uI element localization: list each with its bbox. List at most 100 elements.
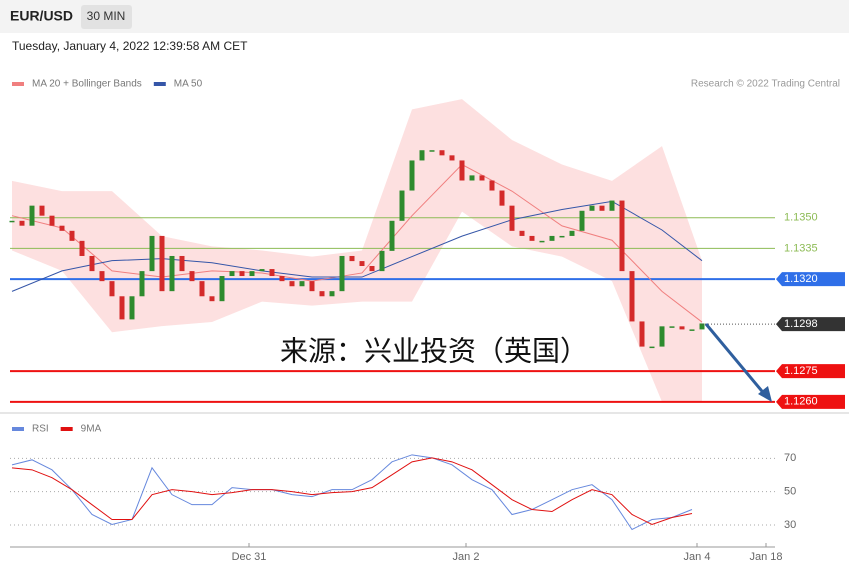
level-label: 1.1320	[784, 273, 818, 285]
candle	[359, 261, 365, 266]
candle	[89, 255, 95, 272]
line-series	[11, 454, 693, 531]
candle	[649, 346, 655, 349]
arrow-head	[758, 386, 772, 402]
candle	[299, 281, 305, 287]
arrow-line	[704, 323, 768, 397]
candle	[249, 271, 255, 277]
candle	[149, 235, 155, 272]
candle	[619, 200, 625, 272]
candle	[129, 296, 135, 320]
credit: Research © 2022 Trading Central	[691, 79, 840, 90]
candle	[319, 291, 325, 297]
candle	[69, 230, 75, 241]
watermark: 来源：兴业投资（英国）	[280, 335, 588, 366]
candle	[189, 271, 195, 282]
candle	[489, 180, 495, 191]
candle	[269, 269, 275, 277]
candle	[499, 190, 505, 206]
candle	[409, 160, 415, 191]
candle	[59, 225, 65, 231]
candle	[29, 205, 35, 226]
candle	[539, 240, 545, 243]
overlay-line	[11, 163, 703, 323]
legend-swatch	[153, 82, 166, 86]
level-box	[776, 364, 845, 379]
candle	[529, 235, 535, 241]
candle	[559, 235, 565, 238]
candle	[519, 230, 525, 236]
level-box	[776, 394, 845, 409]
bollinger-band	[12, 99, 702, 402]
y-tick-label: 50	[784, 486, 796, 498]
candle	[629, 271, 635, 322]
candle	[549, 235, 555, 241]
candle	[119, 296, 125, 320]
interval-box[interactable]	[81, 5, 132, 29]
x-tick-label: Dec 31	[232, 551, 267, 563]
legend-swatch	[12, 82, 24, 86]
candle	[459, 160, 465, 181]
candle	[579, 210, 585, 231]
candle	[349, 255, 355, 262]
candle	[219, 276, 225, 302]
candle	[159, 235, 165, 292]
candle	[609, 200, 615, 211]
candle	[669, 326, 675, 328]
timestamp: Tuesday, January 4, 2022 12:39:58 AM CET	[12, 39, 248, 53]
level-box	[776, 317, 845, 332]
candle	[109, 281, 115, 297]
legend-swatch	[12, 427, 24, 431]
line-series	[11, 457, 693, 526]
y-tick-label: 70	[784, 452, 796, 464]
level-label: 1.1275	[784, 365, 818, 377]
level-box	[776, 272, 845, 287]
candle	[369, 266, 375, 272]
candle	[679, 326, 685, 330]
level-label: 1.1350	[784, 212, 818, 224]
candle	[419, 150, 425, 161]
legend-swatch	[60, 427, 73, 431]
header-bar	[0, 0, 849, 33]
candle	[9, 220, 15, 223]
candle	[229, 271, 235, 277]
candle	[509, 205, 515, 231]
x-tick-label: Jan 18	[749, 551, 782, 563]
candle	[569, 230, 575, 236]
candle	[479, 175, 485, 181]
candle	[329, 291, 335, 297]
overlay-line	[11, 200, 703, 292]
candle	[179, 255, 185, 272]
x-tick-label: Jan 4	[684, 551, 711, 563]
candle	[379, 250, 385, 272]
candle	[279, 276, 285, 282]
candle	[99, 271, 105, 282]
candle	[39, 205, 45, 216]
candle	[399, 190, 405, 221]
candle	[599, 205, 605, 211]
candle	[209, 296, 215, 302]
candle	[79, 240, 85, 256]
legend-label: MA 20 + Bollinger Bands	[32, 79, 142, 90]
candle	[689, 329, 695, 331]
candle	[199, 281, 205, 297]
candle	[469, 175, 475, 181]
level-label: 1.1298	[784, 318, 818, 330]
candle	[49, 215, 55, 226]
candle	[439, 150, 445, 156]
candle	[699, 323, 705, 330]
candle	[339, 255, 345, 292]
candle	[139, 271, 145, 297]
interval[interactable]: 30 MIN	[87, 9, 126, 23]
candle	[449, 155, 455, 161]
candle	[239, 271, 245, 277]
candle	[389, 220, 395, 251]
candle	[429, 150, 435, 152]
candle	[639, 321, 645, 347]
candle	[169, 255, 175, 292]
level-label: 1.1260	[784, 396, 818, 408]
candle	[19, 220, 25, 226]
legend-label: RSI	[32, 424, 49, 435]
